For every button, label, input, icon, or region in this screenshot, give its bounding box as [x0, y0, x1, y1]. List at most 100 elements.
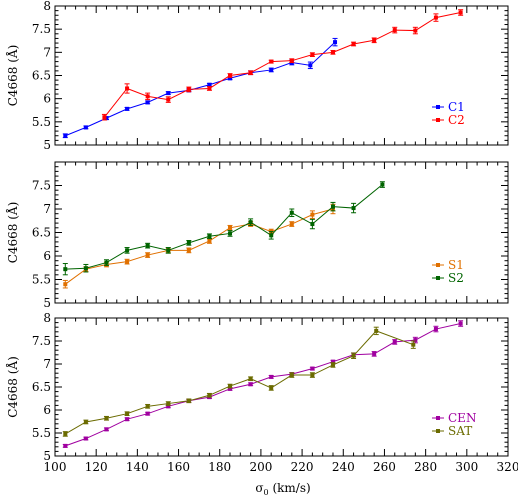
y-tick-label: 6 [43, 92, 51, 106]
data-point [248, 376, 253, 381]
legend-marker [436, 429, 440, 433]
series-line [65, 184, 383, 270]
data-point [392, 339, 397, 344]
series-line [65, 323, 461, 447]
legend-label: SAT [448, 424, 472, 438]
data-point [248, 70, 253, 75]
data-point [83, 436, 88, 441]
y-tick-label: 6 [43, 403, 51, 417]
data-point [330, 362, 335, 367]
y-tick-label: 8 [43, 0, 51, 13]
data-point [310, 373, 315, 378]
data-point [125, 248, 130, 253]
data-point [125, 411, 130, 416]
data-point [372, 38, 377, 43]
data-point [458, 10, 463, 15]
y-tick-label: 5.5 [32, 426, 51, 440]
legend-marker [436, 276, 440, 280]
data-point [186, 240, 191, 245]
panel-frame [54, 161, 509, 304]
data-point [433, 327, 438, 332]
x-tick-label: 160 [167, 460, 190, 474]
x-axis-unit: (km/s) [269, 481, 311, 495]
y-axis-title: C4668 (Å) [5, 202, 20, 264]
data-point [207, 393, 212, 398]
data-point [186, 398, 191, 403]
x-tick-label: 320 [497, 460, 518, 474]
data-point [102, 115, 107, 120]
data-point [83, 266, 88, 271]
data-point [248, 220, 253, 225]
y-axis-title: C4668 (Å) [5, 45, 20, 107]
data-point [289, 58, 294, 63]
series-c1: C1 [62, 37, 465, 139]
data-point [186, 248, 191, 253]
series-cen: CEN [62, 320, 476, 448]
y-tick-label: 7.5 [32, 334, 51, 348]
legend-label: CEN [448, 411, 476, 425]
panel-frame [54, 5, 509, 146]
legend-marker [436, 416, 440, 420]
x-tick-label: 260 [373, 460, 396, 474]
data-point [228, 384, 233, 389]
series-line [65, 208, 334, 285]
data-point [310, 222, 315, 227]
data-point [166, 248, 171, 253]
data-point [392, 28, 397, 33]
data-point [269, 385, 274, 390]
data-point [289, 210, 294, 215]
data-point [289, 373, 294, 378]
data-point [351, 41, 356, 46]
legend-marker [436, 105, 440, 109]
x-tick-label: 280 [414, 460, 437, 474]
y-tick-label: 5.5 [32, 115, 51, 129]
x-tick-label: 240 [332, 460, 355, 474]
data-point [63, 431, 68, 436]
data-point [228, 231, 233, 236]
x-tick-label: 220 [291, 460, 314, 474]
data-point [380, 182, 385, 187]
y-tick-label: 8 [43, 311, 51, 325]
x-tick-label: 180 [208, 460, 231, 474]
data-point [330, 359, 335, 364]
data-point [125, 86, 130, 91]
legend-marker [436, 118, 440, 122]
data-point [411, 342, 416, 347]
data-point [125, 106, 130, 111]
x-tick-label: 300 [455, 460, 478, 474]
data-point [145, 404, 150, 409]
data-point [207, 238, 212, 243]
data-point [125, 259, 130, 264]
data-point [228, 386, 233, 391]
data-point [145, 411, 150, 416]
data-point [104, 116, 109, 121]
data-point [310, 366, 315, 371]
y-tick-label: 5.5 [32, 273, 51, 287]
data-point [145, 243, 150, 248]
legend-label: S2 [448, 271, 464, 285]
data-point [125, 417, 130, 422]
data-point [330, 50, 335, 55]
x-tick-label: 120 [85, 460, 108, 474]
data-point [228, 76, 233, 81]
data-point [63, 282, 68, 287]
y-axis-title: C4668 (Å) [5, 356, 20, 418]
y-tick-label: 6 [43, 249, 51, 263]
x-tick-label: 100 [44, 460, 67, 474]
data-point [145, 94, 150, 99]
legend-label: C1 [448, 100, 465, 114]
data-point [372, 351, 377, 356]
data-point [433, 15, 438, 20]
legend-label: C2 [448, 113, 465, 127]
y-tick-label: 5 [43, 138, 51, 152]
series-s1: S1 [62, 203, 464, 289]
data-point [104, 427, 109, 432]
data-point [166, 401, 171, 406]
data-point [330, 204, 335, 209]
x-axis-title: σ0 (km/s) [255, 481, 310, 497]
y-tick-label: 5 [43, 449, 51, 463]
data-point [269, 374, 274, 379]
